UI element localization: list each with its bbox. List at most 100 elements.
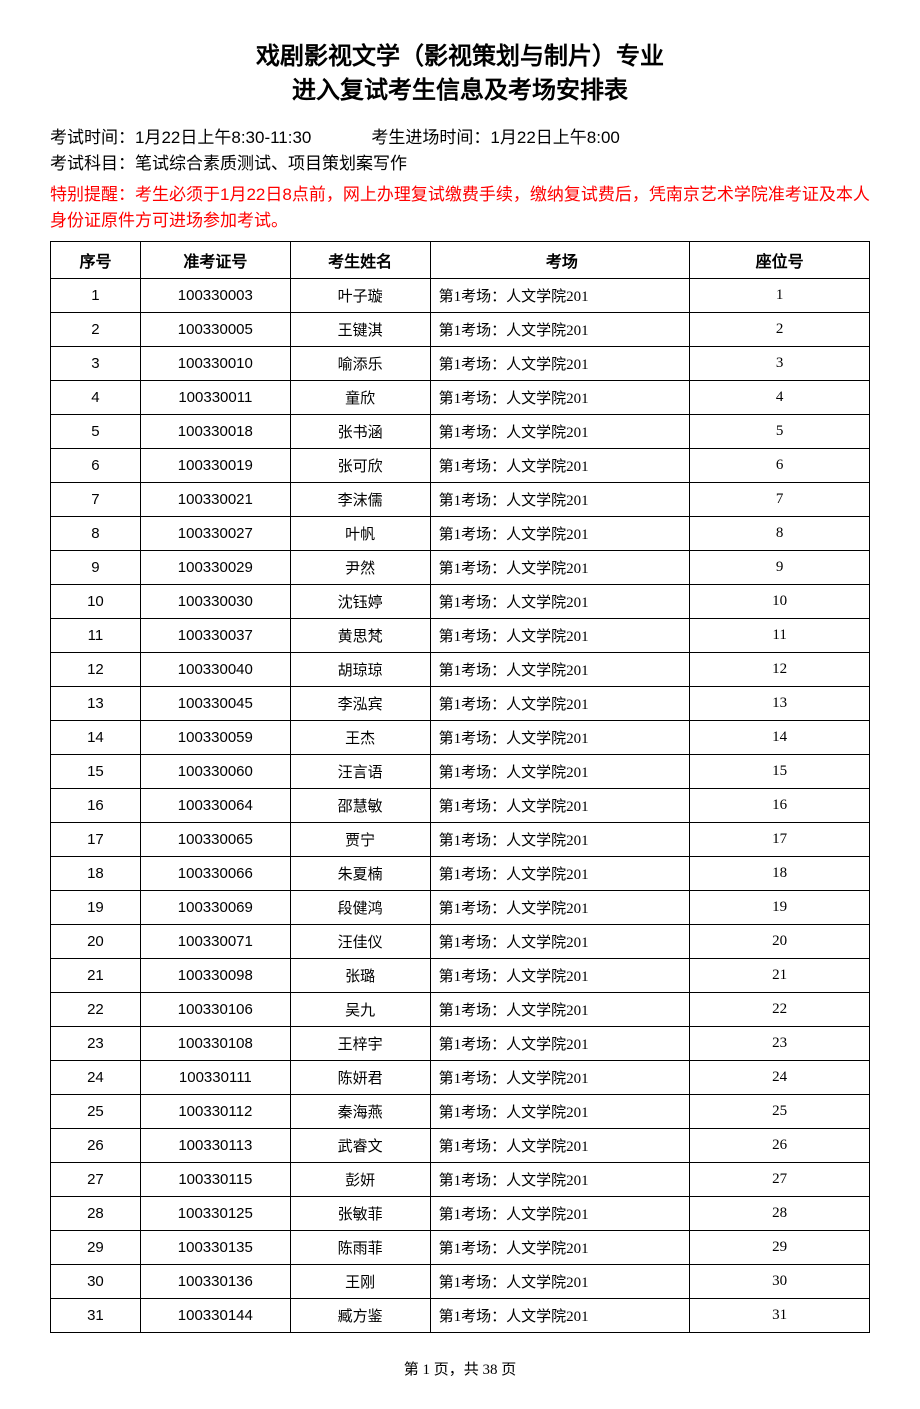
table-row: 24100330111陈妍君第1考场：人文学院20124 [51, 1061, 870, 1095]
info-row-time: 考试时间：1月22日上午8:30-11:30 考生进场时间：1月22日上午8:0… [50, 125, 870, 151]
cell-room: 第1考场：人文学院201 [430, 551, 690, 585]
table-row: 21100330098张璐第1考场：人文学院20121 [51, 959, 870, 993]
cell-room: 第1考场：人文学院201 [430, 1197, 690, 1231]
cell-seq: 15 [51, 755, 141, 789]
cell-name: 尹然 [290, 551, 430, 585]
table-row: 23100330108王梓宇第1考场：人文学院20123 [51, 1027, 870, 1061]
table-row: 2100330005王键淇第1考场：人文学院2012 [51, 313, 870, 347]
cell-seq: 13 [51, 687, 141, 721]
cell-id: 100330098 [140, 959, 290, 993]
cell-seat: 29 [690, 1231, 870, 1265]
cell-seq: 20 [51, 925, 141, 959]
table-row: 13100330045李泓宾第1考场：人文学院20113 [51, 687, 870, 721]
cell-seat: 21 [690, 959, 870, 993]
cell-seq: 2 [51, 313, 141, 347]
table-row: 9100330029尹然第1考场：人文学院2019 [51, 551, 870, 585]
cell-room: 第1考场：人文学院201 [430, 279, 690, 313]
cell-id: 100330113 [140, 1129, 290, 1163]
subject-value: 笔试综合素质测试、项目策划案写作 [135, 154, 407, 173]
cell-name: 沈钰婷 [290, 585, 430, 619]
cell-seat: 25 [690, 1095, 870, 1129]
cell-seq: 12 [51, 653, 141, 687]
cell-room: 第1考场：人文学院201 [430, 755, 690, 789]
cell-seat: 22 [690, 993, 870, 1027]
cell-name: 秦海燕 [290, 1095, 430, 1129]
cell-room: 第1考场：人文学院201 [430, 687, 690, 721]
cell-seat: 13 [690, 687, 870, 721]
table-row: 29100330135陈雨菲第1考场：人文学院20129 [51, 1231, 870, 1265]
table-row: 18100330066朱夏楠第1考场：人文学院20118 [51, 857, 870, 891]
cell-seq: 18 [51, 857, 141, 891]
exam-time: 考试时间：1月22日上午8:30-11:30 [50, 125, 311, 151]
table-row: 7100330021李沫儒第1考场：人文学院2017 [51, 483, 870, 517]
cell-name: 邵慧敏 [290, 789, 430, 823]
table-row: 6100330019张可欣第1考场：人文学院2016 [51, 449, 870, 483]
table-row: 31100330144臧方鉴第1考场：人文学院20131 [51, 1299, 870, 1333]
cell-seq: 27 [51, 1163, 141, 1197]
cell-seat: 23 [690, 1027, 870, 1061]
cell-seat: 10 [690, 585, 870, 619]
cell-seq: 23 [51, 1027, 141, 1061]
info-block: 考试时间：1月22日上午8:30-11:30 考生进场时间：1月22日上午8:0… [50, 125, 870, 176]
cell-seat: 3 [690, 347, 870, 381]
cell-id: 100330144 [140, 1299, 290, 1333]
cell-seq: 22 [51, 993, 141, 1027]
cell-id: 100330135 [140, 1231, 290, 1265]
header-id: 准考证号 [140, 242, 290, 279]
cell-name: 王梓宇 [290, 1027, 430, 1061]
table-row: 25100330112秦海燕第1考场：人文学院20125 [51, 1095, 870, 1129]
cell-seat: 14 [690, 721, 870, 755]
table-row: 4100330011童欣第1考场：人文学院2014 [51, 381, 870, 415]
cell-id: 100330115 [140, 1163, 290, 1197]
exam-time-value: 1月22日上午8:30-11:30 [135, 128, 311, 147]
table-row: 27100330115彭妍第1考场：人文学院20127 [51, 1163, 870, 1197]
title-line-2: 进入复试考生信息及考场安排表 [50, 74, 870, 108]
cell-name: 张书涵 [290, 415, 430, 449]
title-line-1: 戏剧影视文学（影视策划与制片）专业 [50, 40, 870, 74]
table-row: 1100330003叶子璇第1考场：人文学院2011 [51, 279, 870, 313]
cell-seat: 17 [690, 823, 870, 857]
cell-seq: 25 [51, 1095, 141, 1129]
cell-seat: 20 [690, 925, 870, 959]
cell-seat: 5 [690, 415, 870, 449]
cell-id: 100330066 [140, 857, 290, 891]
cell-name: 张敏菲 [290, 1197, 430, 1231]
cell-seat: 1 [690, 279, 870, 313]
cell-room: 第1考场：人文学院201 [430, 619, 690, 653]
cell-seq: 5 [51, 415, 141, 449]
cell-id: 100330027 [140, 517, 290, 551]
cell-seq: 4 [51, 381, 141, 415]
table-row: 15100330060汪言语第1考场：人文学院20115 [51, 755, 870, 789]
table-header-row: 序号 准考证号 考生姓名 考场 座位号 [51, 242, 870, 279]
cell-name: 王键淇 [290, 313, 430, 347]
cell-name: 臧方鉴 [290, 1299, 430, 1333]
cell-id: 100330019 [140, 449, 290, 483]
cell-name: 汪言语 [290, 755, 430, 789]
cell-id: 100330064 [140, 789, 290, 823]
cell-room: 第1考场：人文学院201 [430, 1095, 690, 1129]
cell-seq: 24 [51, 1061, 141, 1095]
page-footer: 第 1 页，共 38 页 [50, 1358, 870, 1379]
cell-room: 第1考场：人文学院201 [430, 1299, 690, 1333]
cell-seq: 6 [51, 449, 141, 483]
cell-name: 王杰 [290, 721, 430, 755]
header-seq: 序号 [51, 242, 141, 279]
cell-seat: 4 [690, 381, 870, 415]
cell-name: 张璐 [290, 959, 430, 993]
cell-id: 100330125 [140, 1197, 290, 1231]
cell-name: 陈雨菲 [290, 1231, 430, 1265]
cell-seq: 21 [51, 959, 141, 993]
cell-seq: 1 [51, 279, 141, 313]
table-row: 28100330125张敏菲第1考场：人文学院20128 [51, 1197, 870, 1231]
cell-seq: 17 [51, 823, 141, 857]
cell-room: 第1考场：人文学院201 [430, 449, 690, 483]
notice-label: 特别提醒： [50, 185, 135, 204]
cell-seat: 26 [690, 1129, 870, 1163]
table-row: 20100330071汪佳仪第1考场：人文学院20120 [51, 925, 870, 959]
cell-seat: 11 [690, 619, 870, 653]
cell-name: 吴九 [290, 993, 430, 1027]
table-row: 5100330018张书涵第1考场：人文学院2015 [51, 415, 870, 449]
notice-block: 特别提醒：考生必须于1月22日8点前，网上办理复试缴费手续，缴纳复试费后，凭南京… [50, 182, 870, 233]
cell-name: 叶帆 [290, 517, 430, 551]
header-seat: 座位号 [690, 242, 870, 279]
